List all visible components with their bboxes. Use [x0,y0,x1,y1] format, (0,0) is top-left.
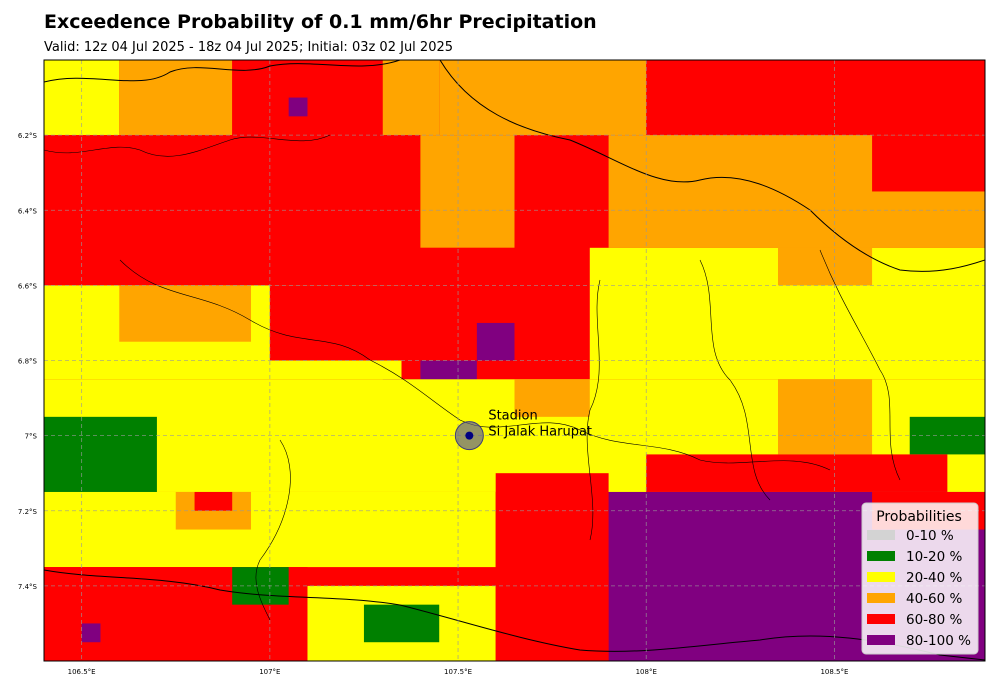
legend-swatch [867,551,895,561]
legend-swatch [867,635,895,645]
stadium-marker-dot [465,431,474,440]
legend-label: 40-60 % [906,591,963,607]
legend-label: 10-20 % [906,549,963,565]
x-tick-label: 106.5°E [68,668,96,676]
probability-cell [119,60,233,136]
legend-label: 80-100 % [906,633,971,649]
probability-cell [646,60,985,136]
x-tick-label: 108.5°E [820,668,848,676]
y-tick-label: 7°S [25,433,38,441]
y-tick-label: 6.8°S [18,358,38,366]
probability-cell [777,247,873,286]
legend-swatch [867,572,895,582]
gridlines [44,60,985,661]
legend-label: 0-10 % [906,528,954,544]
legend-title: Probabilities [876,509,962,525]
stadium-label-line1: Stadion [488,409,537,424]
probability-cell [872,135,985,192]
legend-label: 20-40 % [906,570,963,586]
probability-cell [514,379,590,417]
chart-subtitle: Valid: 12z 04 Jul 2025 - 18z 04 Jul 2025… [44,40,453,55]
probability-grid [44,60,985,661]
y-tick-label: 6.4°S [18,207,38,215]
probability-cell [439,60,647,136]
legend-swatch [867,614,895,624]
y-tick-label: 7.4°S [18,583,38,591]
stadium-label-line2: Si Jalak Harupat [488,425,592,440]
legend-swatch [867,593,895,603]
probability-cell [777,379,873,455]
y-tick-label: 7.2°S [18,508,38,516]
probability-cell [81,623,101,643]
probability-cell [646,454,948,492]
probability-cell [288,97,308,117]
legend-swatch [867,530,895,540]
probability-cell [119,285,252,342]
chart-title: Exceedence Probability of 0.1 mm/6hr Pre… [44,11,597,33]
plot-frame [43,59,986,662]
y-tick-label: 6.2°S [18,132,38,140]
x-tick-label: 108°E [636,668,657,676]
probability-cell [382,60,440,136]
x-tick-label: 107°E [259,668,280,676]
stadium-annotation: Stadion Si Jalak Harupat [454,409,592,451]
x-tick-label: 107.5°E [444,668,472,676]
y-tick-label: 6.6°S [18,282,38,290]
probability-cell [363,604,440,643]
probability-cell [495,567,609,661]
probability-cell [420,135,515,248]
y-axis-ticks: 6.2°S 6.4°S 6.6°S 6.8°S 7°S 7.2°S 7.4°S [18,132,38,591]
legend: Probabilities 0-10 % 10-20 % 20-40 % 40-60 … [861,502,979,655]
probability-cell [194,491,233,511]
probability-cell [44,135,421,286]
x-axis-ticks: 106.5°E 107°E 107.5°E 108°E 108.5°E [68,668,849,676]
probability-cell [495,473,609,568]
probability-cell [269,285,421,361]
legend-label: 60-80 % [906,612,963,628]
probability-cell [476,322,515,361]
